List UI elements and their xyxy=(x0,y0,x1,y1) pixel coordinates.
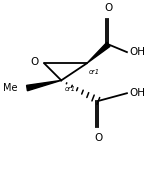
Text: O: O xyxy=(104,3,112,13)
Text: Me: Me xyxy=(3,83,18,93)
Text: OH: OH xyxy=(129,88,145,98)
Text: O: O xyxy=(94,133,103,143)
Text: or1: or1 xyxy=(65,86,76,92)
Polygon shape xyxy=(27,80,61,91)
Text: or1: or1 xyxy=(89,69,100,75)
Polygon shape xyxy=(87,42,110,63)
Text: O: O xyxy=(31,57,39,67)
Text: OH: OH xyxy=(129,47,145,57)
